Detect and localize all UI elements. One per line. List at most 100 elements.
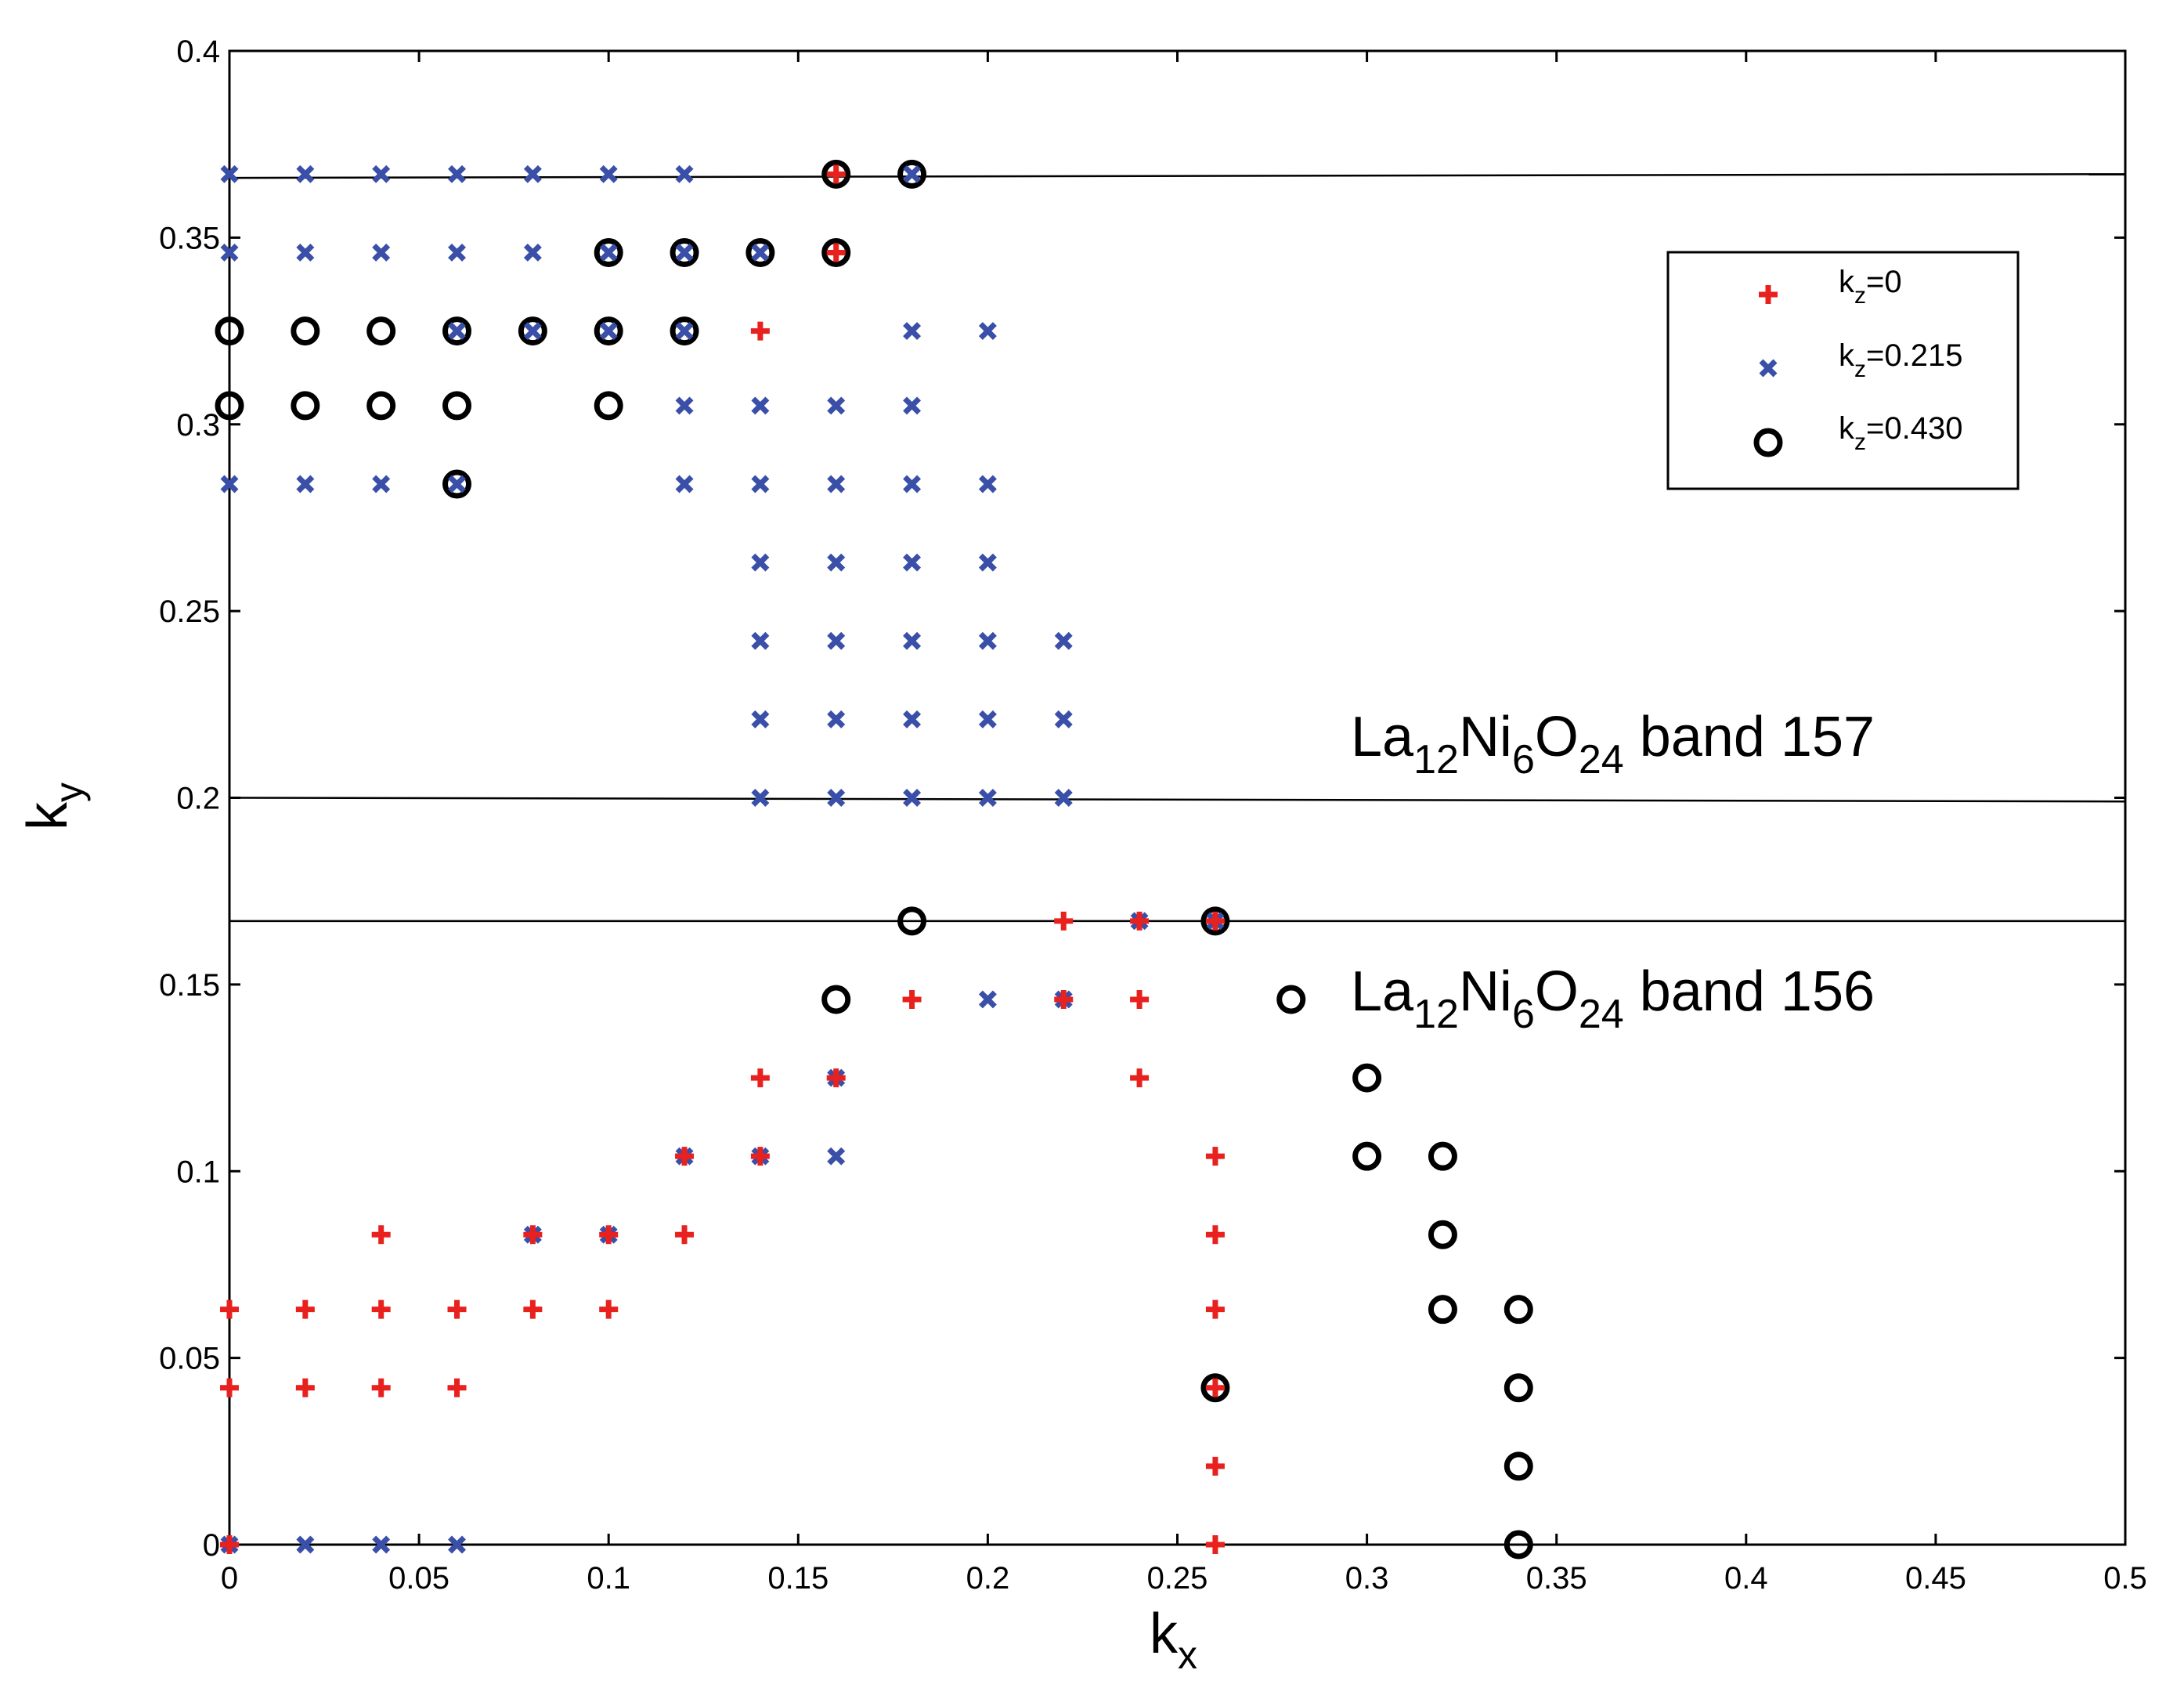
data-point-x: [751, 631, 770, 650]
data-point-plus: [1205, 1299, 1225, 1319]
data-point-x: [372, 164, 391, 183]
data-point-plus: [220, 1378, 239, 1397]
data-point-plus: [599, 1225, 619, 1245]
data-point-circle: [366, 316, 396, 346]
legend-label-kz-0: kz=0: [1839, 265, 1902, 309]
data-point-x: [978, 322, 997, 341]
data-point-circle: [1276, 985, 1306, 1014]
y-tick-label: 0.4: [176, 34, 220, 69]
data-point-x: [978, 710, 997, 728]
data-point-x: [372, 475, 391, 493]
data-point-circle: [1428, 1220, 1457, 1249]
x-tick-label: 0.05: [388, 1561, 449, 1596]
data-point-x: [675, 243, 694, 262]
data-point-x: [296, 1535, 315, 1554]
data-point-x: [1054, 631, 1073, 650]
data-point-circle: [594, 237, 623, 267]
data-points: [215, 159, 1533, 1560]
data-point-x: [448, 475, 466, 493]
data-point-plus: [750, 1147, 770, 1166]
data-point-circle: [1504, 1295, 1533, 1325]
y-tick-label: 0.25: [159, 595, 220, 629]
data-point-x: [523, 243, 542, 262]
data-point-circle: [1428, 1295, 1457, 1325]
data-point-circle: [1352, 1063, 1382, 1093]
data-point-plus: [523, 1299, 543, 1319]
data-point-circle: [1504, 1451, 1533, 1481]
data-point-plus: [1130, 989, 1150, 1009]
axis-ticks: 0 0.05 0.1 0.15 0.2 0.25 0.3 0.35 0.4 0.45 0.5 0 0.0…: [159, 34, 2147, 1596]
data-point-plus: [295, 1378, 315, 1397]
legend-marker-circle: [1753, 428, 1783, 457]
data-point-circle: [821, 985, 851, 1014]
data-point-plus: [1205, 911, 1225, 931]
data-point-circle: [745, 237, 775, 267]
data-point-plus: [447, 1299, 467, 1319]
data-point-x: [978, 990, 997, 1009]
data-point-x: [296, 243, 315, 262]
data-point-plus: [1130, 1068, 1150, 1088]
data-point-plus: [220, 1299, 239, 1319]
x-axis-label: kx: [1150, 1603, 1197, 1677]
data-point-plus: [826, 164, 846, 184]
data-point-circle: [1428, 1141, 1457, 1171]
data-point-x: [448, 243, 466, 262]
data-point-x: [827, 631, 846, 650]
data-point-x: [1054, 710, 1073, 728]
data-point-plus: [826, 243, 846, 262]
x-tick-label: 0.45: [1905, 1561, 1966, 1596]
data-point-x: [827, 789, 846, 807]
data-point-x: [827, 710, 846, 728]
data-point-x: [751, 243, 770, 262]
data-point-x: [675, 322, 694, 341]
reference-line-0: [229, 173, 2126, 179]
data-point-plus: [1205, 1378, 1225, 1397]
data-point-plus: [1205, 1456, 1225, 1476]
x-tick-label: 0.2: [966, 1561, 1010, 1596]
data-point-circle: [442, 316, 472, 346]
legend-label-kz-0215: kz=0.215: [1839, 338, 1962, 382]
data-point-circle: [442, 469, 472, 499]
data-point-plus: [1130, 911, 1150, 931]
data-point-x: [220, 243, 239, 262]
x-tick-label: 0.4: [1724, 1561, 1768, 1596]
y-tick-label: 0.05: [159, 1342, 220, 1376]
data-point-circle: [366, 391, 396, 421]
data-point-x: [599, 164, 618, 183]
legend-label-kz-0430: kz=0.430: [1839, 411, 1962, 455]
y-axis-label: ky: [16, 783, 91, 830]
data-point-circle: [594, 391, 623, 421]
data-point-x: [827, 475, 846, 493]
data-point-circle: [1200, 906, 1230, 936]
x-tick-label: 0.3: [1345, 1561, 1389, 1596]
data-point-x: [751, 553, 770, 572]
y-tick-label: 0.35: [159, 221, 220, 255]
data-point-x: [827, 396, 846, 415]
data-point-x: [599, 322, 618, 341]
data-point-x: [903, 396, 922, 415]
data-point-circle: [1200, 1373, 1230, 1403]
data-point-plus: [675, 1225, 695, 1245]
data-point-plus: [1205, 1147, 1225, 1166]
data-point-circle: [670, 316, 699, 346]
reference-lines: [229, 173, 2126, 923]
x-tick-label: 0.15: [767, 1561, 828, 1596]
data-point-circle: [518, 316, 547, 346]
legend-markers: [1753, 285, 1783, 457]
data-point-circle: [291, 391, 320, 421]
data-point-x: [827, 553, 846, 572]
data-point-plus: [750, 321, 770, 341]
data-point-x: [448, 322, 466, 341]
data-point-x: [978, 631, 997, 650]
y-tick-label: 0: [203, 1528, 220, 1563]
series-circle: [215, 159, 1533, 1560]
data-point-circle: [1504, 1373, 1533, 1403]
data-point-plus: [1205, 1535, 1225, 1554]
data-point-circle: [1504, 1530, 1533, 1560]
data-point-circle: [594, 316, 623, 346]
data-point-x: [296, 164, 315, 183]
data-point-x: [220, 164, 239, 183]
data-point-x: [751, 710, 770, 728]
data-point-x: [523, 322, 542, 341]
